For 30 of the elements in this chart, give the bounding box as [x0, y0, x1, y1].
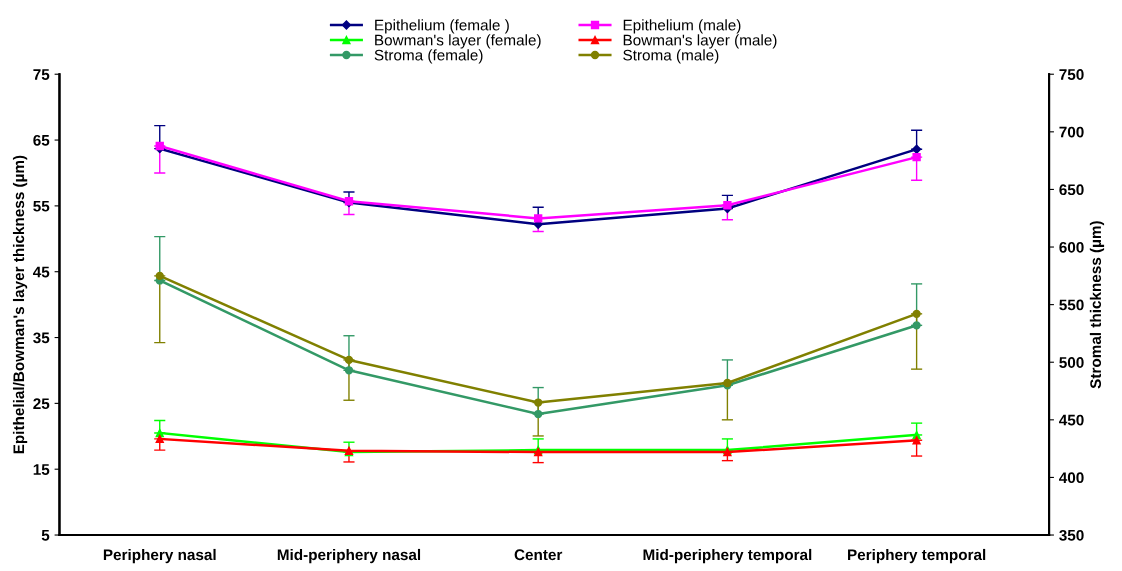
y-tick-label: 45	[32, 266, 50, 278]
legend-label: Epithelium (female )	[375, 19, 509, 34]
x-tick-label: Mid-periphery nasal	[277, 548, 421, 564]
y2-tick-label: 650	[1059, 184, 1084, 196]
y-tick-label: 55	[33, 200, 50, 212]
y2-tick-label: 600	[1059, 241, 1084, 253]
y2-tick-label: 400	[1059, 472, 1084, 484]
y-tick-label: 25	[33, 398, 50, 410]
legend-label: Stroma (female)	[374, 49, 483, 64]
y-tick-label: 65	[33, 134, 50, 146]
y2-tick-label: 550	[1059, 299, 1084, 311]
x-tick-label: Center	[514, 549, 563, 561]
x-tick-label: Periphery nasal	[103, 548, 216, 564]
y2-tick-label: 350	[1059, 529, 1084, 541]
legend-label: Bowman's layer (female)	[375, 34, 541, 49]
x-tick-label: Periphery temporal	[848, 548, 986, 564]
y-tick-label: 75	[33, 69, 50, 80]
y2-tick-label: 450	[1059, 414, 1084, 426]
y-tick-label: 5	[41, 530, 50, 541]
y2-axis-title: Stromal thickness (µm)	[1089, 221, 1105, 389]
y-axis-title: Epithelial/Bowman's layer thickness (µm)	[12, 155, 28, 454]
x-tick-label: Mid-periphery temporal	[643, 548, 812, 564]
y2-tick-label: 500	[1059, 357, 1084, 368]
legend-label: Bowman's layer (male)	[623, 34, 777, 49]
y-tick-label: 35	[33, 332, 50, 344]
legend-label: Epithelium (male)	[623, 19, 741, 34]
y-tick-label: 15	[33, 464, 50, 475]
y2-tick-label: 750	[1059, 69, 1084, 80]
y2-tick-label: 700	[1059, 126, 1084, 138]
legend-label: Stroma (male)	[623, 49, 719, 64]
